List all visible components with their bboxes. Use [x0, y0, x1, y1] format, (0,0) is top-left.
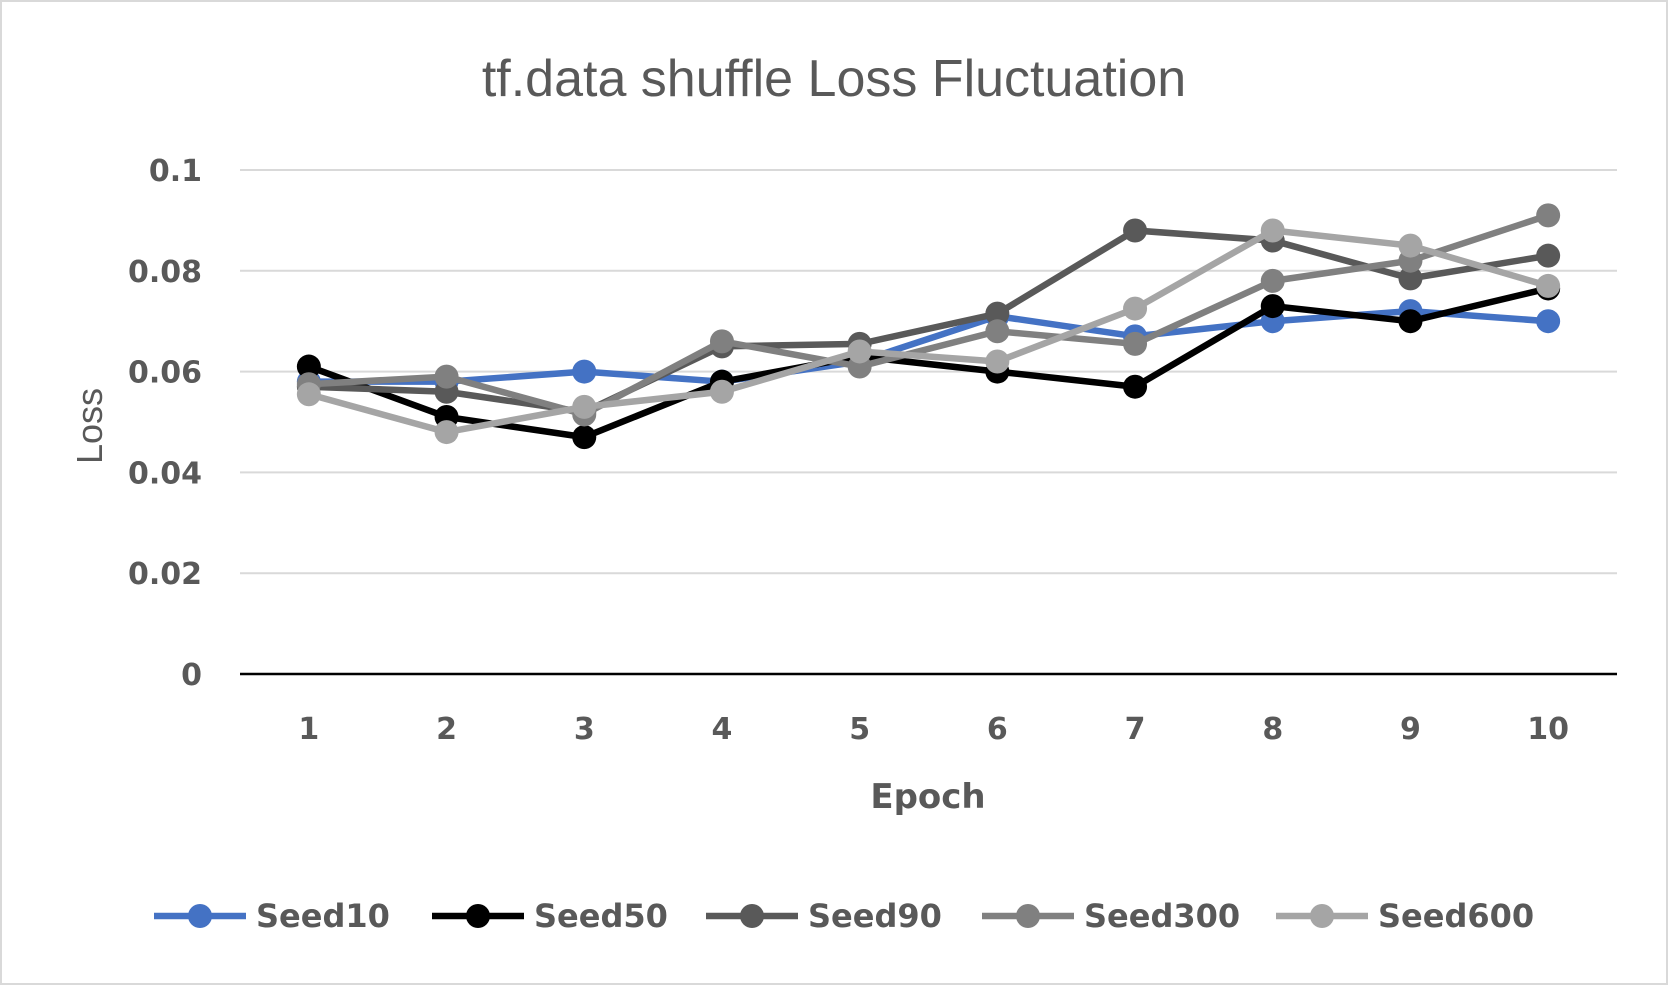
y-tick-label: 0.02: [128, 557, 202, 592]
series-line: [305, 227, 1552, 416]
legend-marker: [1310, 904, 1334, 928]
data-point: [709, 329, 734, 354]
data-point: [1398, 309, 1423, 334]
data-point: [1123, 374, 1148, 399]
series-layer: [296, 203, 1561, 450]
gridlines: [240, 169, 1617, 676]
data-point: [1260, 218, 1285, 243]
legend-marker: [740, 904, 764, 928]
legend-label: Seed10: [256, 897, 390, 935]
legend-label: Seed600: [1378, 897, 1534, 935]
data-point: [1123, 331, 1148, 356]
y-axis-ticks: 0 0.02 0.04 0.06 0.08 0.1: [128, 154, 202, 693]
legend-marker: [466, 904, 490, 928]
data-point: [572, 394, 597, 419]
legend-item: Seed50: [432, 897, 668, 935]
legend-label: Seed90: [808, 897, 942, 935]
data-point: [985, 349, 1010, 374]
legend-label: Seed300: [1084, 897, 1240, 935]
data-point: [985, 319, 1010, 344]
data-point: [1123, 296, 1148, 321]
data-point: [1536, 309, 1561, 334]
y-tick-label: 0.04: [128, 456, 202, 491]
data-point: [1398, 266, 1423, 291]
legend-item: Seed90: [706, 897, 942, 935]
data-point: [1536, 243, 1561, 268]
data-point: [434, 364, 459, 389]
x-tick-label: 5: [849, 712, 870, 747]
x-tick-label: 4: [712, 712, 733, 747]
x-tick-label: 7: [1125, 712, 1146, 747]
x-tick-label: 8: [1262, 712, 1283, 747]
legend-item: Seed300: [982, 897, 1240, 935]
y-tick-label: 0.08: [128, 255, 202, 290]
data-point: [572, 359, 597, 384]
legend: Seed10 Seed50 Seed90 Seed300 Seed600: [154, 897, 1534, 935]
legend-marker: [1016, 904, 1040, 928]
legend-item: Seed10: [154, 897, 390, 935]
x-axis-title: Epoch: [870, 777, 985, 817]
data-point: [572, 425, 597, 450]
data-point: [847, 339, 872, 364]
x-tick-label: 6: [987, 712, 1008, 747]
x-tick-label: 3: [574, 712, 595, 747]
y-axis-title: Loss: [69, 388, 110, 464]
data-point: [1398, 233, 1423, 258]
data-point: [434, 420, 459, 445]
y-tick-label: 0: [181, 658, 202, 693]
data-point: [985, 301, 1010, 326]
data-point: [1260, 294, 1285, 319]
data-point: [296, 354, 321, 379]
x-tick-label: 2: [436, 712, 457, 747]
data-point: [709, 379, 734, 404]
data-point: [1536, 203, 1561, 228]
legend-label: Seed50: [534, 897, 668, 935]
x-tick-label: 9: [1400, 712, 1421, 747]
data-point: [1260, 268, 1285, 293]
x-tick-label: 1: [298, 712, 319, 747]
data-point: [296, 382, 321, 407]
legend-marker: [188, 904, 212, 928]
data-point: [1123, 218, 1148, 243]
series-line: [305, 285, 1552, 441]
series-line: [305, 212, 1552, 418]
y-tick-label: 0.1: [149, 154, 202, 189]
series-line: [305, 227, 1552, 436]
data-point: [1536, 273, 1561, 298]
x-axis-ticks: 1 2 3 4 5 6 7 8 9 10: [298, 712, 1569, 747]
chart-title: tf.data shuffle Loss Fluctuation: [482, 50, 1186, 108]
y-tick-label: 0.06: [128, 356, 202, 391]
legend-item: Seed600: [1276, 897, 1534, 935]
x-tick-label: 10: [1527, 712, 1569, 747]
series-seed600: [296, 218, 1561, 445]
